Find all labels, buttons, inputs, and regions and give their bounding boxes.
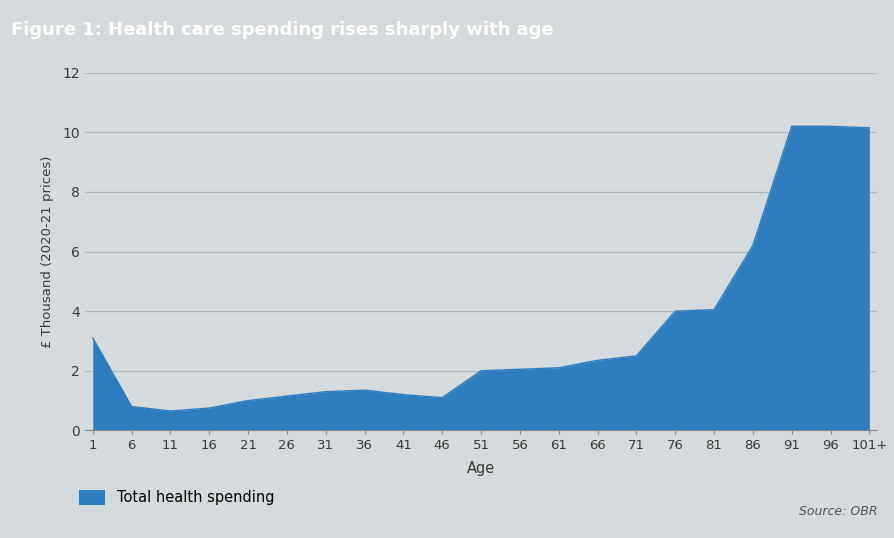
Text: Source: OBR: Source: OBR xyxy=(797,505,876,518)
Text: Figure 1: Health care spending rises sharply with age: Figure 1: Health care spending rises sha… xyxy=(11,21,552,39)
X-axis label: Age: Age xyxy=(467,461,494,476)
Legend: Total health spending: Total health spending xyxy=(79,490,274,505)
Y-axis label: £ Thousand (2020-21 prices): £ Thousand (2020-21 prices) xyxy=(41,155,55,348)
